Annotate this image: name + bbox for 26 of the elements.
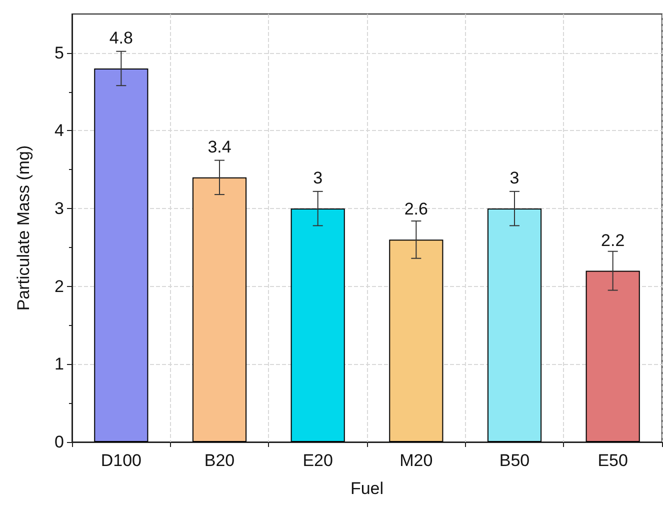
bar [290,208,345,442]
y-tick-label: 3 [54,199,64,218]
bar [94,68,148,442]
x-tick-label: D100 [100,451,142,470]
data-label: 3.4 [208,137,232,156]
data-label: 4.8 [109,28,133,48]
y-tick-label: 1 [54,354,64,374]
data-label: 2.2 [601,230,625,250]
data-label: 2.6 [404,200,428,219]
bar [487,208,542,442]
x-tick-label: B20 [204,451,235,470]
bar [586,270,640,442]
y-axis-title: Particulate Mass (mg) [14,145,33,311]
x-tick-label: B50 [499,451,530,470]
x-tick-label: M20 [400,451,433,470]
x-axis-title: Fuel [350,479,384,498]
y-tick-label: 4 [54,121,64,140]
y-tick-label: 5 [54,43,64,62]
y-tick-label: 0 [54,432,64,452]
data-label: 3 [510,168,520,188]
x-tick-label: E50 [598,451,628,470]
y-tick-label: 2 [54,276,64,296]
x-tick-label: E20 [302,451,333,470]
bar [192,177,247,442]
bar [389,240,444,442]
data-label: 3 [313,168,323,188]
